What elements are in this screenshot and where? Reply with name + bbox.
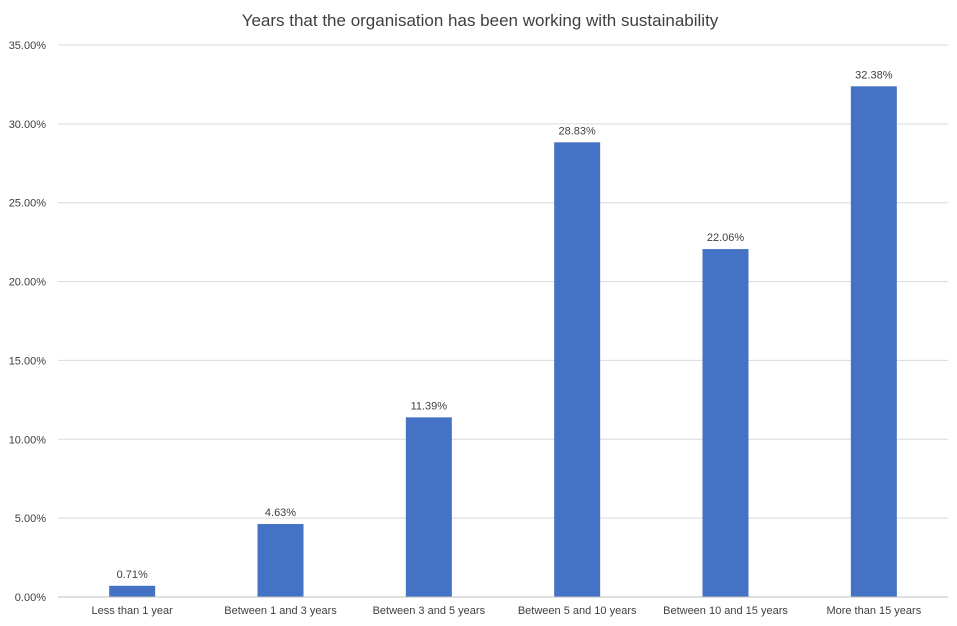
data-label: 32.38%: [855, 69, 893, 81]
y-tick-label: 5.00%: [15, 513, 46, 525]
x-category-label: More than 15 years: [826, 605, 921, 617]
x-category-label: Between 10 and 15 years: [663, 605, 788, 617]
x-category-label: Between 3 and 5 years: [373, 605, 486, 617]
y-tick-label: 10.00%: [9, 434, 47, 446]
data-label: 4.63%: [265, 507, 296, 519]
x-category-label: Between 1 and 3 years: [224, 605, 337, 617]
x-category-label: Less than 1 year: [91, 605, 173, 617]
bar: [405, 417, 452, 597]
bars: [109, 86, 897, 598]
y-axis-ticks: 0.00% 5.00% 10.00% 15.00% 20.00% 25.00% 30.00%…: [9, 40, 47, 604]
bar: [702, 249, 749, 598]
data-label: 22.06%: [707, 232, 745, 244]
gridlines: [58, 44, 948, 519]
data-label: 11.39%: [411, 400, 448, 412]
bar: [257, 523, 304, 597]
bar: [109, 585, 156, 597]
bar: [850, 86, 897, 598]
y-tick-label: 20.00%: [9, 277, 47, 289]
chart-title: Years that the organisation has been wor…: [242, 11, 719, 30]
y-tick-label: 15.00%: [9, 355, 47, 367]
y-tick-label: 30.00%: [9, 119, 47, 131]
data-label: 0.71%: [117, 569, 148, 581]
data-label: 28.83%: [559, 125, 597, 137]
x-axis-categories: Less than 1 year Between 1 and 3 years Bet…: [91, 605, 921, 617]
data-labels: 0.71% 4.63% 11.39% 28.83% 22.06% 32.38%: [117, 69, 893, 580]
x-category-label: Between 5 and 10 years: [518, 605, 637, 617]
y-tick-label: 25.00%: [9, 198, 47, 210]
y-tick-label: 0.00%: [15, 592, 46, 604]
y-tick-label: 35.00%: [9, 40, 47, 52]
bar: [554, 142, 601, 598]
